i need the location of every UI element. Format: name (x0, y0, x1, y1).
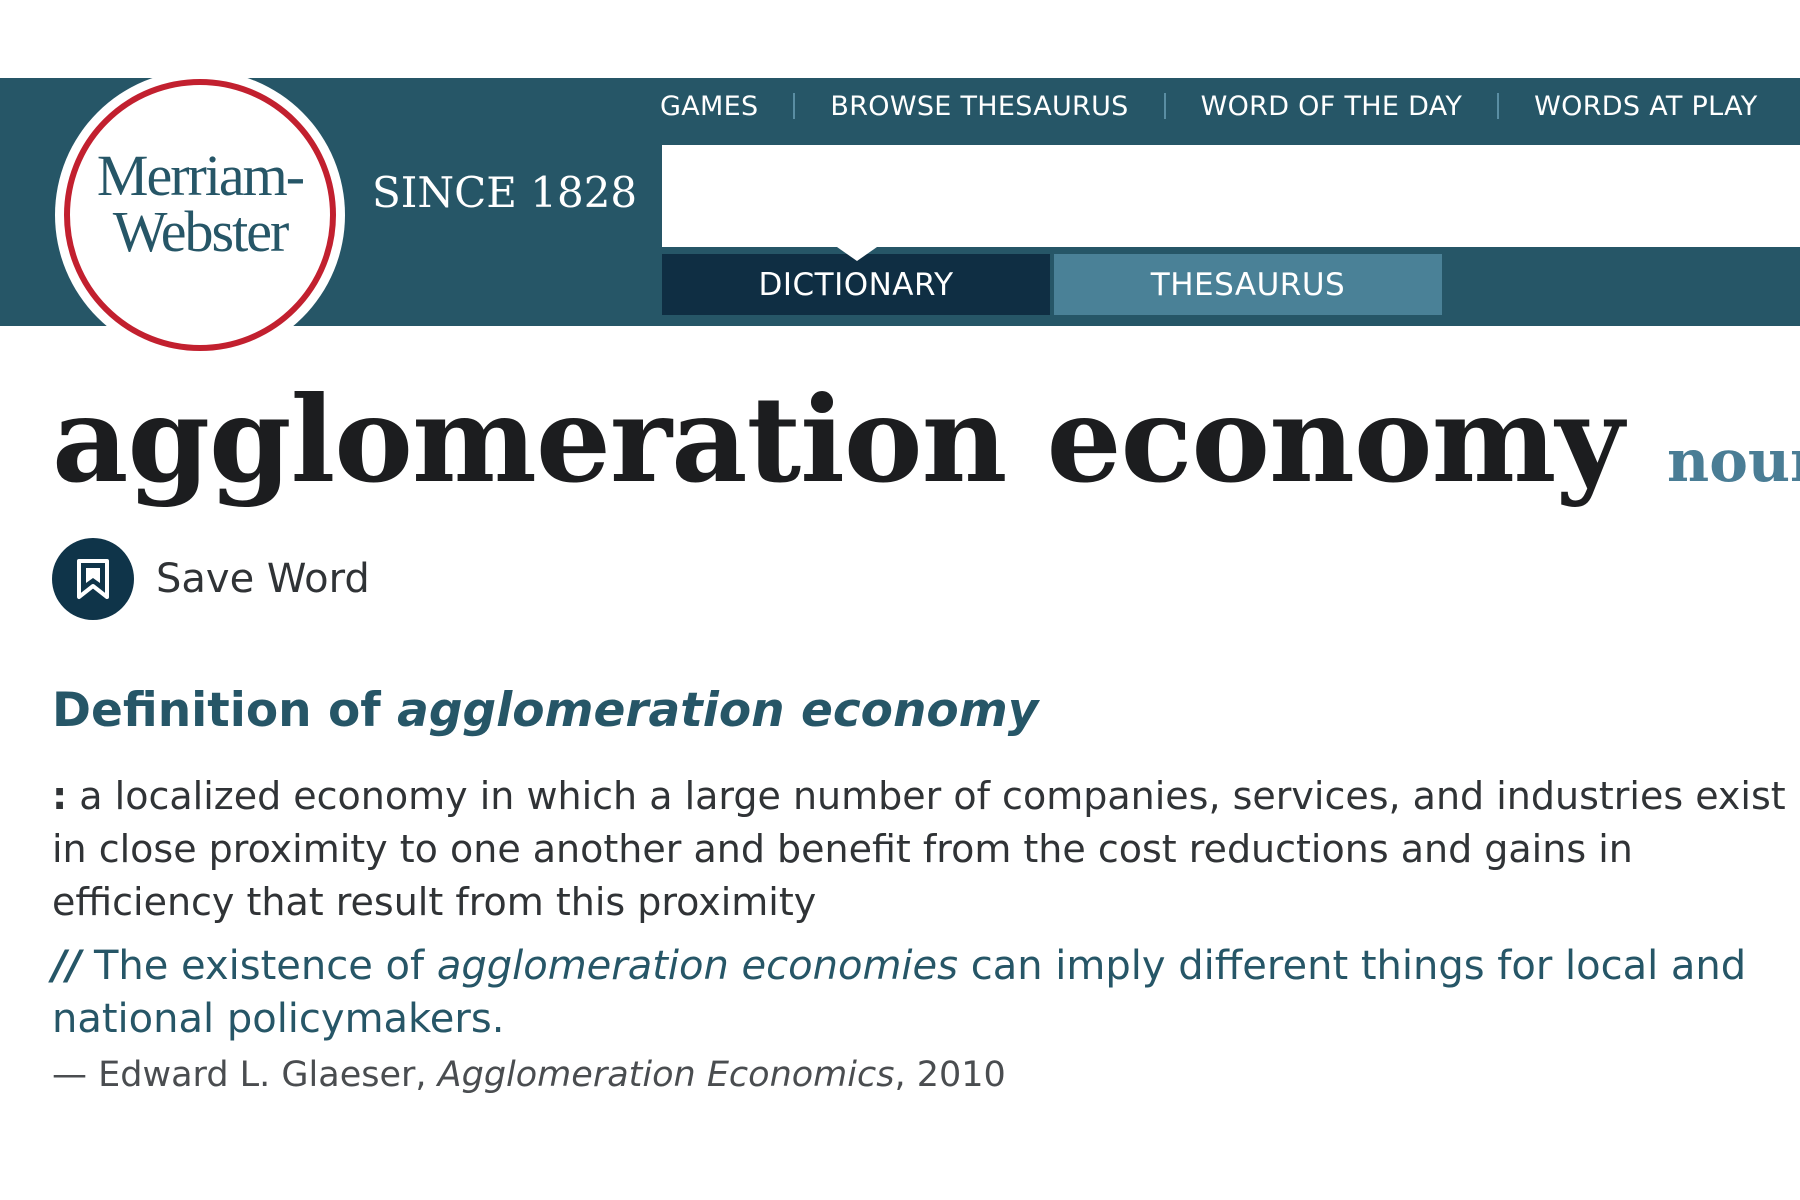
attribution-year: , 2010 (894, 1055, 1006, 1095)
part-of-speech-link[interactable]: noun (1667, 427, 1800, 495)
caret-down-icon (837, 247, 877, 261)
example-marker: // (52, 943, 82, 989)
save-word-button[interactable]: Save Word (52, 538, 370, 620)
example-emphasis: agglomeration economies (436, 943, 958, 989)
top-nav: GAMES BROWSE THESAURUS WORD OF THE DAY W… (660, 78, 1758, 134)
nav-browse-thesaurus-link[interactable]: BROWSE THESAURUS (830, 90, 1129, 122)
example-attribution: — Edward L. Glaeser, Agglomeration Econo… (52, 1055, 1006, 1095)
definition-body: a localized economy in which a large num… (52, 774, 1786, 924)
definition-text: : a localized economy in which a large n… (52, 770, 1792, 929)
attribution-author: Edward L. Glaeser, (98, 1055, 427, 1095)
save-word-label: Save Word (156, 556, 370, 602)
nav-separator (1163, 93, 1166, 119)
attribution-dash: — (52, 1055, 87, 1095)
tab-thesaurus[interactable]: THESAURUS (1054, 254, 1442, 315)
logo-ring (64, 79, 336, 351)
logo-wordmark: Merriam- Webster (55, 143, 345, 264)
search-input[interactable] (662, 145, 1800, 247)
merriam-webster-logo[interactable]: Merriam- Webster (55, 70, 345, 360)
example-text-before: The existence of (93, 943, 425, 989)
definition-heading-prefix: Definition of (52, 683, 381, 738)
definition-heading-term: agglomeration economy (397, 683, 1039, 738)
logo-line-1: Merriam- (96, 143, 305, 208)
attribution-work: Agglomeration Economics (437, 1055, 895, 1095)
since-tagline: SINCE 1828 (372, 168, 638, 217)
definition-heading: Definition of agglomeration economy (52, 683, 1038, 738)
definition-colon: : (52, 774, 68, 818)
nav-separator (1497, 93, 1500, 119)
headword: agglomeration economy (52, 370, 1624, 509)
nav-games-link[interactable]: GAMES (660, 90, 759, 122)
usage-example: // The existence of agglomeration econom… (52, 940, 1792, 1046)
nav-separator (793, 93, 796, 119)
tab-dictionary[interactable]: DICTIONARY (662, 254, 1050, 315)
save-button-circle (52, 538, 134, 620)
bookmark-icon (77, 559, 109, 599)
nav-words-at-play-link[interactable]: WORDS AT PLAY (1534, 90, 1758, 122)
example-text-after: can imply different things for local and… (52, 943, 1747, 1042)
nav-word-of-the-day-link[interactable]: WORD OF THE DAY (1200, 90, 1463, 122)
logo-line-2: Webster (112, 199, 290, 264)
entry-header: agglomeration economy noun (52, 370, 1800, 509)
